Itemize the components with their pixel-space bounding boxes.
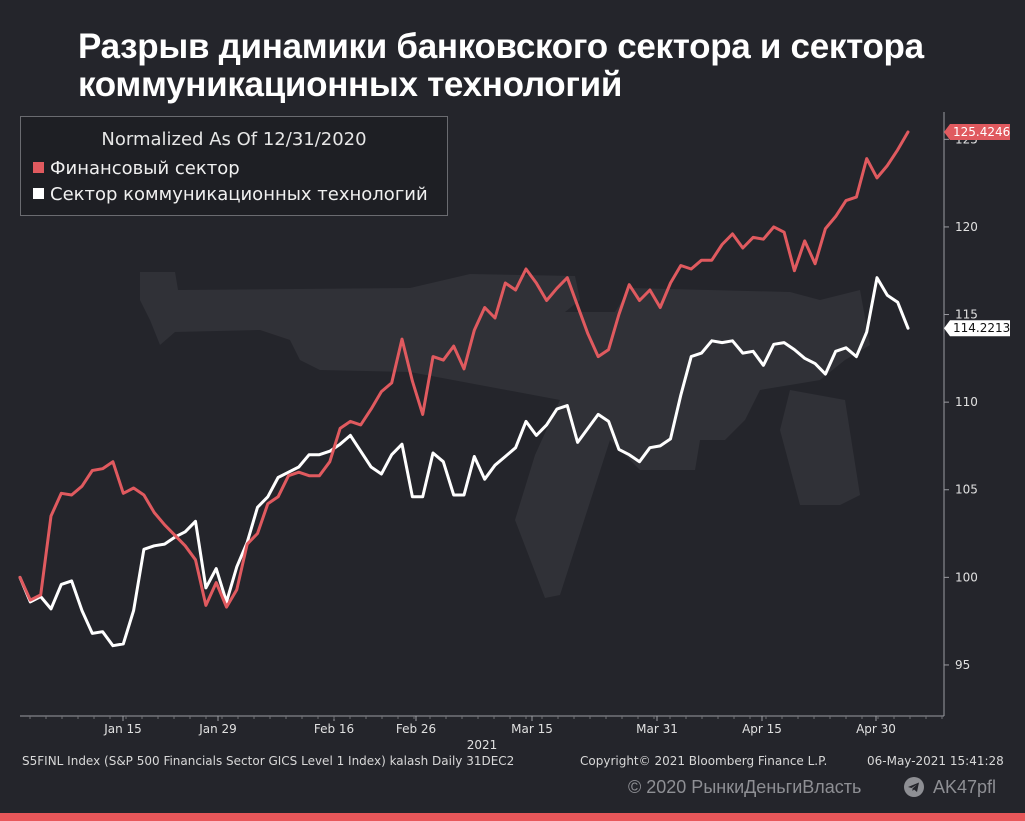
- x-tick-label: Mar 31: [636, 722, 678, 736]
- series-line-financial: [18, 130, 910, 609]
- series-layer: [18, 130, 910, 648]
- accent-bar: [0, 813, 1025, 821]
- legend-swatch-tech: [33, 188, 44, 199]
- footer-index-info: S5FINL Index (S&P 500 Financials Sector …: [22, 754, 515, 768]
- last-value-text-financial: 125.4246: [953, 125, 1010, 139]
- x-tick-label: Feb 16: [314, 722, 354, 736]
- chart-title: Разрыв динамики банковского сектора и се…: [78, 27, 924, 104]
- x-tick-label: Jan 29: [198, 722, 237, 736]
- series-line-tech: [18, 276, 910, 648]
- legend-item-tech: Сектор коммуникационных технологий: [33, 184, 428, 205]
- y-tick-label: 105: [955, 483, 978, 497]
- x-year-label: 2021: [467, 738, 498, 752]
- footer-copyright: Copyright© 2021 Bloomberg Finance L.P.: [580, 754, 828, 768]
- rifle-watermark-icon: [140, 272, 870, 598]
- y-tick-label: 95: [955, 658, 970, 672]
- legend-title: Normalized As Of 12/31/2020: [101, 129, 367, 150]
- legend-label-tech: Сектор коммуникационных технологий: [50, 184, 428, 205]
- telegram-icon: [904, 777, 924, 797]
- last-value-text-tech: 114.2213: [953, 321, 1010, 335]
- last-value-label-financial: 125.4246: [944, 123, 1010, 140]
- x-tick-label: Mar 15: [511, 722, 553, 736]
- y-tick-label: 100: [955, 570, 978, 584]
- last-value-label-tech: 114.2213: [944, 320, 1010, 337]
- last-value-badge-financial: [944, 123, 1010, 140]
- watermark-handle: AK47pfl: [933, 777, 997, 797]
- x-tick-label: Apr 30: [856, 722, 896, 736]
- footer-datetime: 06-May-2021 15:41:28: [867, 754, 1004, 768]
- legend-swatch-financial: [33, 162, 44, 173]
- x-tick-label: Apr 15: [742, 722, 782, 736]
- value-labels: 125.4246 114.2213: [944, 123, 1010, 337]
- x-tick-label: Jan 15: [103, 722, 142, 736]
- x-tick-label: Feb 26: [396, 722, 436, 736]
- watermark-text: © 2020 РынкиДеньгиВласть: [628, 777, 862, 797]
- legend: Normalized As Of 12/31/2020 Финансовый с…: [20, 116, 448, 216]
- y-tick-label: 115: [955, 308, 978, 322]
- last-value-badge-tech: [944, 320, 1010, 337]
- y-tick-label: 120: [955, 220, 978, 234]
- legend-label-financial: Финансовый сектор: [50, 158, 240, 179]
- y-tick-label: 110: [955, 395, 978, 409]
- legend-item-financial: Финансовый сектор: [33, 158, 240, 179]
